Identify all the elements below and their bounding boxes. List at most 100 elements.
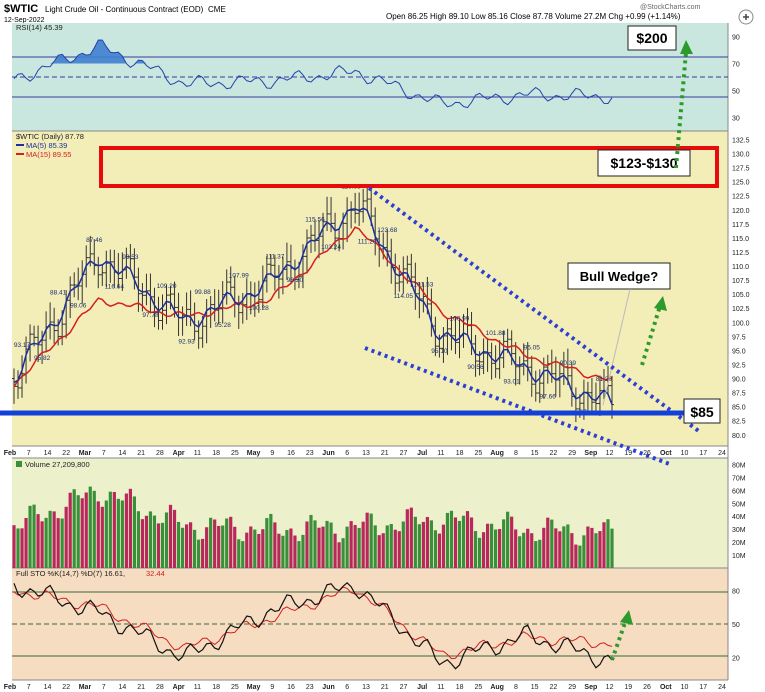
volume-bar (16, 528, 20, 568)
x-axis-label: 16 (287, 684, 295, 691)
volume-bar (140, 519, 145, 568)
x-axis-label: 15 (531, 684, 539, 691)
volume-bar (457, 520, 462, 568)
volume-bar (461, 515, 466, 568)
x-axis-label: 18 (212, 450, 220, 457)
ma5-legend: MA(5) 85.39 (26, 141, 67, 150)
axis-tick-label: 20M (732, 540, 746, 547)
range-label: $123-$130 (611, 155, 678, 171)
x-axis-label: 10 (681, 684, 689, 691)
x-axis-label: 21 (137, 684, 145, 691)
x-axis-label: 19 (624, 450, 632, 457)
volume-axis: 80M 70M 60M 50M 40M 30M 20M 10M (732, 462, 746, 560)
volume-bar (156, 523, 161, 568)
volume-bar (124, 493, 128, 568)
price-bar (489, 342, 494, 380)
price-bar (104, 250, 109, 287)
volume-bar (36, 514, 40, 568)
x-axis-label: Mar (79, 450, 92, 457)
axis-tick-label: 130.0 (732, 152, 750, 159)
volume-bar (116, 498, 120, 568)
volume-bar (172, 509, 177, 568)
price-value-label: 100.99 (450, 316, 470, 323)
target-200-label: $200 (636, 30, 667, 46)
volume-bar (44, 517, 48, 568)
volume-bar (269, 513, 273, 568)
axis-tick-label: 80 (732, 588, 740, 595)
volume-bar (361, 521, 365, 568)
volume-bar (566, 524, 570, 568)
bull-wedge-box (567, 262, 671, 290)
price-bar (100, 264, 105, 287)
volume-bar (345, 526, 349, 568)
volume-bar (554, 528, 558, 568)
arrow-up-icon (640, 296, 667, 366)
volume-bar (301, 534, 305, 568)
price-bar (160, 294, 165, 330)
price-value-label: 111.20 (358, 238, 377, 245)
volume-bar (24, 517, 28, 568)
volume-bar (590, 527, 594, 568)
x-axis-label: Jul (417, 684, 427, 691)
sto-legend-d: 32.44 (146, 569, 165, 578)
volume-bar (257, 533, 261, 568)
price-bar (284, 242, 289, 280)
volume-bar (574, 544, 578, 568)
volume-bar (562, 526, 566, 568)
chart-date: 12-Sep-2022 (4, 17, 45, 24)
axis-tick-label: 95.0 (732, 348, 746, 355)
price-value-label: 109.20 (157, 283, 177, 290)
x-axis-label: 27 (400, 684, 408, 691)
arrow-up-icon (674, 40, 693, 169)
zoom-icon[interactable] (738, 9, 754, 25)
x-axis-label: 27 (400, 450, 408, 457)
volume-bar (289, 528, 293, 568)
price-bar (481, 338, 486, 375)
x-axis-label: 21 (381, 450, 389, 457)
x-axis-label: Jul (417, 450, 427, 457)
volume-bar (441, 524, 446, 568)
price-value-label: 116.64 (105, 284, 125, 291)
volume-bar (321, 526, 325, 568)
sto-legend: Full STO %K(14,7) %D(7) 16.61, (16, 569, 125, 578)
volume-bar (193, 529, 197, 568)
volume-bar (489, 523, 494, 568)
axis-tick-label: 90.0 (732, 377, 746, 384)
x-axis-label: Sep (584, 450, 597, 457)
axis-tick-label: 100.0 (732, 320, 750, 327)
volume-bar (293, 535, 297, 568)
x-axis-label: 22 (549, 684, 557, 691)
volume-bar (92, 490, 96, 568)
price-value-label: 103.24 (321, 244, 341, 251)
axis-tick-label: 105.0 (732, 292, 750, 299)
target-200-box (627, 25, 677, 51)
volume-bar (20, 528, 24, 568)
x-axis-label: 25 (231, 450, 239, 457)
x-axis-label: 10 (681, 450, 689, 457)
price-value-label: 93.17 (14, 342, 31, 349)
x-axis-label: 7 (27, 684, 31, 691)
x-axis-label: May (247, 450, 261, 457)
price-bar (365, 187, 370, 211)
x-axis-label: 12 (606, 684, 614, 691)
axis-tick-label: 112.5 (732, 250, 749, 257)
price-bar (152, 287, 157, 328)
volume-bar (60, 518, 64, 568)
axis-tick-label: 92.5 (732, 362, 746, 369)
volume-bar (385, 525, 389, 568)
x-axis-label: Feb (4, 450, 16, 457)
volume-bar (261, 529, 265, 568)
axis-tick-label: 132.5 (732, 137, 750, 144)
price-value-label: 114.05 (394, 293, 414, 300)
price-bar (405, 255, 410, 284)
volume-bar (88, 486, 92, 568)
target-range-box (99, 146, 719, 188)
watermark: @StockCharts.com (640, 4, 701, 11)
x-axis-label: 22 (62, 450, 70, 457)
volume-bar (373, 525, 377, 568)
price-value-label: 92.93 (178, 338, 195, 345)
volume-bar (28, 505, 32, 568)
volume-bar (317, 527, 321, 568)
price-bar (308, 224, 313, 253)
